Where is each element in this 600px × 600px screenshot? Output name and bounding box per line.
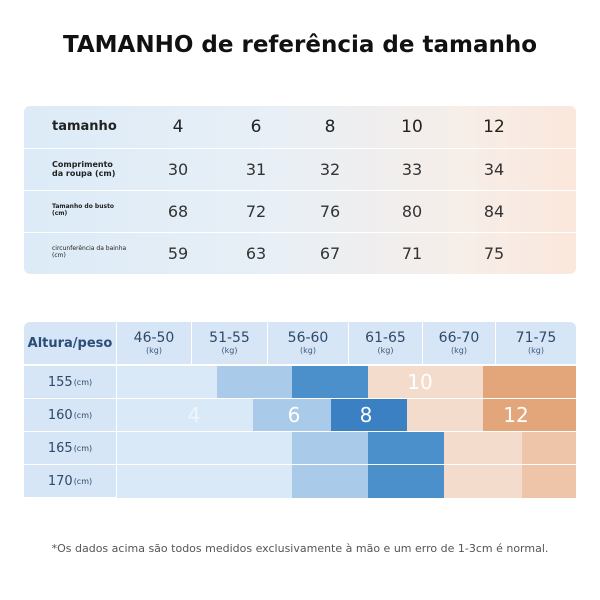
weight-header: 51-55 (kg) — [192, 322, 267, 364]
table-cell: 59 — [167, 243, 189, 263]
weight-unit: (kg) — [451, 345, 467, 355]
table-cell: 72 — [245, 201, 267, 221]
weight-unit: (kg) — [221, 345, 238, 355]
size-label-6: 6 — [287, 403, 301, 427]
size-label-10: 10 — [407, 370, 433, 394]
size-label-8: 8 — [359, 403, 373, 427]
table-cell: 71 — [401, 243, 423, 263]
fit-block-dark-blue — [331, 399, 407, 431]
size-header-row: tamanho 4 6 8 10 12 — [24, 106, 576, 149]
row-label: Tamanho do busto (cm) — [52, 203, 115, 217]
fit-block-light-peach — [522, 432, 576, 464]
weight-header: 66-70 (kg) — [423, 322, 495, 364]
size-header-cell: 4 — [172, 117, 184, 137]
height-label: 155 (cm) — [24, 366, 116, 398]
length-row: Comprimento da roupa (cm) 30 31 32 33 34 — [24, 148, 576, 191]
height-unit: (cm) — [73, 377, 93, 387]
fit-block-pale-peach — [444, 432, 522, 464]
fit-block-light-blue — [292, 432, 368, 464]
height-label: 165 (cm) — [24, 432, 116, 464]
table-cell: 32 — [319, 159, 341, 179]
weight-header: 46-50 (kg) — [117, 322, 191, 364]
height-label: 160 (cm) — [24, 399, 116, 431]
height-value: 170 — [47, 473, 73, 489]
fit-table-corner: Altura/peso — [24, 322, 116, 364]
weight-range: 51-55 — [209, 329, 250, 346]
height-value: 160 — [47, 407, 73, 423]
height-label: 170 (cm) — [24, 465, 116, 497]
row-label: circunferência da bainha (cm) — [52, 245, 127, 259]
table-cell: 30 — [167, 159, 189, 179]
fit-block-mid-blue — [368, 432, 444, 464]
page-title: TAMANHO de referência de tamanho — [62, 32, 538, 58]
footnote: *Os dados acima são todos medidos exclus… — [51, 542, 549, 555]
hem-row: circunferência da bainha (cm) 59 63 67 7… — [24, 232, 576, 274]
table-cell: 80 — [401, 201, 423, 221]
weight-range: 61-65 — [365, 329, 406, 346]
row-label: Comprimento da roupa (cm) — [52, 159, 116, 178]
weight-header: 71-75 (kg) — [496, 322, 576, 364]
size-measurement-table: tamanho 4 6 8 10 12 Comprimento da roupa… — [24, 106, 576, 274]
table-cell: 84 — [483, 201, 505, 221]
fit-block-light-blue — [253, 399, 331, 431]
size-label-4: 4 — [187, 403, 201, 427]
size-header-cell: 6 — [250, 117, 262, 137]
fit-block-pale-blue — [117, 465, 292, 498]
weight-unit: (kg) — [146, 345, 162, 355]
table-cell: 33 — [401, 159, 423, 179]
fit-block-orange — [483, 399, 576, 431]
size-label-12: 12 — [503, 403, 529, 427]
height-unit: (cm) — [73, 476, 93, 486]
weight-unit: (kg) — [300, 345, 316, 355]
table-cell: 76 — [319, 201, 341, 221]
fit-block-light-blue — [292, 465, 368, 498]
height-value: 155 — [47, 374, 73, 390]
fit-block-pale-peach — [368, 366, 483, 398]
height-unit: (cm) — [73, 410, 93, 420]
fit-block-pale-blue — [117, 366, 217, 398]
table-cell: 67 — [319, 243, 341, 263]
fit-block-orange — [483, 366, 576, 398]
height-value: 165 — [47, 440, 73, 456]
fit-block-light-peach — [522, 465, 576, 498]
bust-row: Tamanho do busto (cm) 68 72 76 80 84 — [24, 190, 576, 233]
fit-block-pale-peach — [407, 399, 483, 431]
fit-block-pale-blue — [117, 399, 253, 431]
fit-block-pale-blue — [117, 432, 292, 464]
weight-range: 46-50 — [133, 329, 175, 346]
fit-block-light-blue — [217, 366, 292, 398]
size-header-cell: 12 — [483, 117, 505, 137]
table-cell: 31 — [245, 159, 267, 179]
table-cell: 68 — [167, 201, 189, 221]
height-unit: (cm) — [73, 443, 93, 453]
size-header-cell: 10 — [401, 117, 423, 137]
weight-range: 71-75 — [515, 329, 557, 346]
size-header-cell: 8 — [324, 117, 336, 137]
weight-range: 66-70 — [438, 329, 480, 346]
weight-header: 56-60 (kg) — [268, 322, 348, 364]
table-cell: 34 — [483, 159, 505, 179]
weight-range: 56-60 — [287, 329, 329, 346]
weight-unit: (kg) — [377, 345, 394, 355]
fit-block-pale-peach — [444, 465, 522, 498]
table-cell: 63 — [245, 243, 267, 263]
weight-unit: (kg) — [528, 345, 544, 355]
height-weight-fit-table: Altura/peso 46-50 (kg) 51-55 (kg) 56-60 … — [24, 322, 576, 498]
table-cell: 75 — [483, 243, 505, 263]
fit-block-mid-blue — [368, 465, 444, 498]
weight-header: 61-65 (kg) — [349, 322, 422, 364]
fit-block-mid-blue — [292, 366, 368, 398]
size-header-label: tamanho — [52, 118, 117, 134]
